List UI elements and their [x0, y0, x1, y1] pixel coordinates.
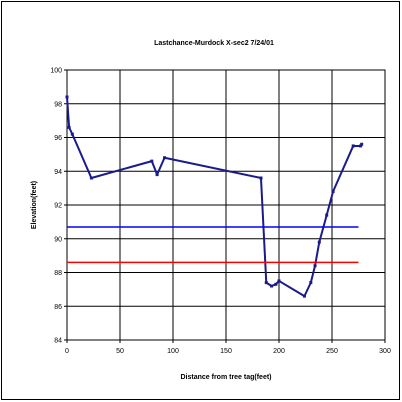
data-point	[150, 159, 154, 163]
data-point	[89, 176, 93, 180]
data-point	[313, 264, 317, 268]
data-point	[155, 173, 159, 177]
data-point	[359, 144, 363, 148]
y-tick-label: 88	[54, 270, 62, 277]
x-tick-label: 100	[167, 348, 179, 355]
grid-layer	[67, 70, 385, 340]
y-tick-label: 98	[54, 101, 62, 108]
data-point	[264, 281, 268, 285]
series-layer	[65, 95, 364, 298]
chart-title: Lastchance-Murdock X-sec2 7/24/01	[154, 40, 274, 47]
data-point	[67, 125, 71, 129]
y-tick-label: 96	[54, 135, 62, 142]
data-point	[325, 213, 329, 217]
data-point	[70, 132, 74, 136]
x-tick-label: 300	[379, 348, 391, 355]
data-point	[309, 281, 313, 285]
data-point	[270, 284, 274, 288]
data-point	[360, 142, 364, 146]
data-point	[331, 190, 335, 193]
x-tick-label: 150	[220, 348, 232, 355]
data-point	[274, 282, 278, 286]
x-tick-label: 250	[326, 348, 338, 355]
x-tick-label: 50	[116, 348, 124, 355]
data-point	[317, 240, 321, 244]
y-tick-label: 100	[50, 68, 62, 75]
x-axis-label: Distance from tree tag(feet)	[180, 374, 271, 381]
y-tick-label: 90	[54, 236, 62, 243]
axes-layer: 84 86 88 90 92 94 96 98 100 0 50 100 150 200 250 300	[50, 68, 391, 356]
data-point	[302, 294, 306, 298]
data-point	[65, 95, 69, 99]
y-tick-label: 92	[54, 203, 62, 210]
x-tick-label: 0	[65, 348, 69, 355]
y-tick-label: 86	[54, 304, 62, 311]
x-tick-label: 200	[273, 348, 285, 355]
y-tick-label: 84	[54, 338, 62, 345]
data-point	[351, 144, 355, 148]
y-axis-label: Elevation(feet)	[31, 181, 38, 229]
y-tick-label: 94	[54, 169, 62, 176]
data-point	[259, 176, 263, 180]
data-point	[277, 279, 281, 283]
data-point	[163, 156, 167, 160]
